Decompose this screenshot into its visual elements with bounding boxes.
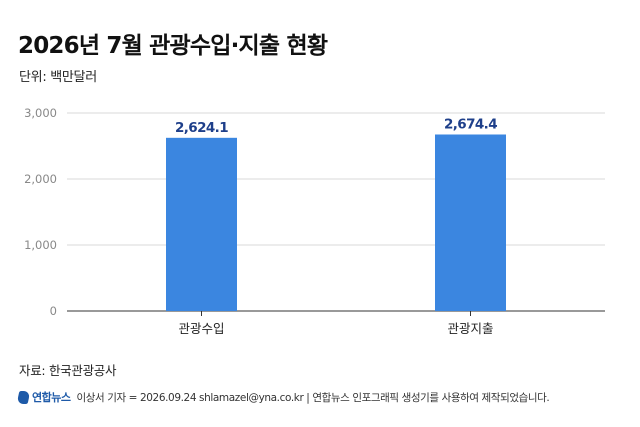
x-tick-label: 관광수입: [178, 321, 224, 336]
yonhap-logo: 연합뉴스: [16, 389, 76, 405]
bar: [435, 134, 506, 311]
x-tick-label: 관광지출: [447, 321, 493, 336]
data-label: 2,624.1: [175, 120, 228, 136]
data-label: 2,674.4: [444, 116, 497, 132]
unit-label: 단위: 백만달러: [19, 70, 97, 85]
y-tick-label: 0: [50, 304, 57, 318]
y-tick-label: 2,000: [24, 172, 57, 186]
y-tick-label: 1,000: [24, 238, 57, 252]
y-tick-label: 3,000: [24, 106, 57, 120]
yonhap-logo-icon: [16, 390, 31, 404]
source-note: 자료: 한국관광공사: [19, 363, 117, 378]
logo-text: 연합뉴스: [32, 391, 71, 404]
chart-title: 2026년 7월 관광수입·지출 현황: [18, 33, 328, 59]
footer: 연합뉴스 이상서 기자 = 2026.09.24 shlamazel@yna.c…: [16, 388, 550, 406]
bar: [166, 137, 237, 311]
credit-line: 이상서 기자 = 2026.09.24 shlamazel@yna.co.kr …: [76, 391, 550, 404]
